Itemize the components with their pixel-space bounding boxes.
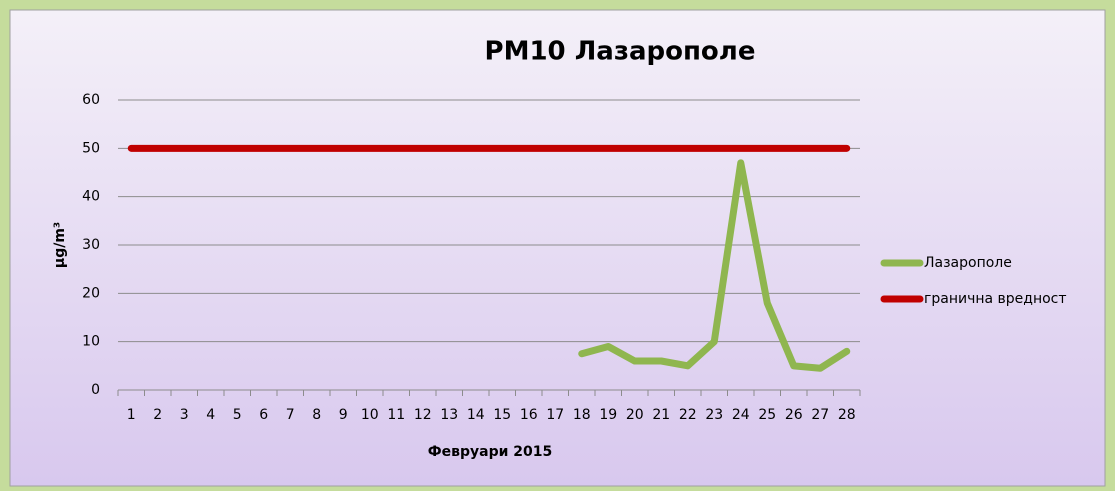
y-tick-label: 0 [91,382,100,398]
x-tick-label: 9 [339,407,348,423]
x-tick-label: 8 [312,407,321,423]
x-tick-label: 26 [785,407,803,423]
x-tick-label: 14 [467,407,485,423]
x-tick-label: 23 [705,407,723,423]
x-tick-label: 21 [652,407,670,423]
x-tick-label: 5 [233,407,242,423]
y-tick-label: 50 [82,140,100,156]
x-tick-label: 7 [286,407,295,423]
y-axis-label: µg/m³ [52,222,68,268]
legend-label: Лазарополе [924,255,1012,271]
x-tick-label: 3 [180,407,189,423]
x-tick-label: 2 [153,407,162,423]
x-tick-label: 10 [361,407,379,423]
x-tick-label: 27 [811,407,829,423]
x-tick-label: 15 [493,407,511,423]
y-tick-label: 40 [82,189,100,205]
x-tick-label: 12 [414,407,432,423]
x-axis-label: Февруари 2015 [428,444,553,460]
x-tick-label: 16 [520,407,538,423]
legend-label: гранична вредност [924,291,1067,307]
y-tick-label: 10 [82,334,100,350]
x-tick-label: 11 [387,407,405,423]
y-tick-label: 20 [82,285,100,301]
x-tick-label: 1 [127,407,136,423]
x-tick-label: 20 [626,407,644,423]
x-tick-label: 6 [259,407,268,423]
x-tick-label: 28 [838,407,856,423]
x-tick-label: 18 [573,407,591,423]
panel [9,9,1106,487]
x-tick-label: 4 [206,407,215,423]
series-line [578,159,851,372]
x-tick-label: 25 [758,407,776,423]
x-tick-label: 13 [440,407,458,423]
x-tick-label: 19 [599,407,617,423]
y-tick-label: 60 [82,92,100,108]
x-tick-label: 24 [732,407,750,423]
y-tick-label: 30 [82,237,100,253]
x-tick-label: 17 [546,407,564,423]
x-tick-label: 22 [679,407,697,423]
chart-title: PM10 Лазарополе [485,37,756,67]
